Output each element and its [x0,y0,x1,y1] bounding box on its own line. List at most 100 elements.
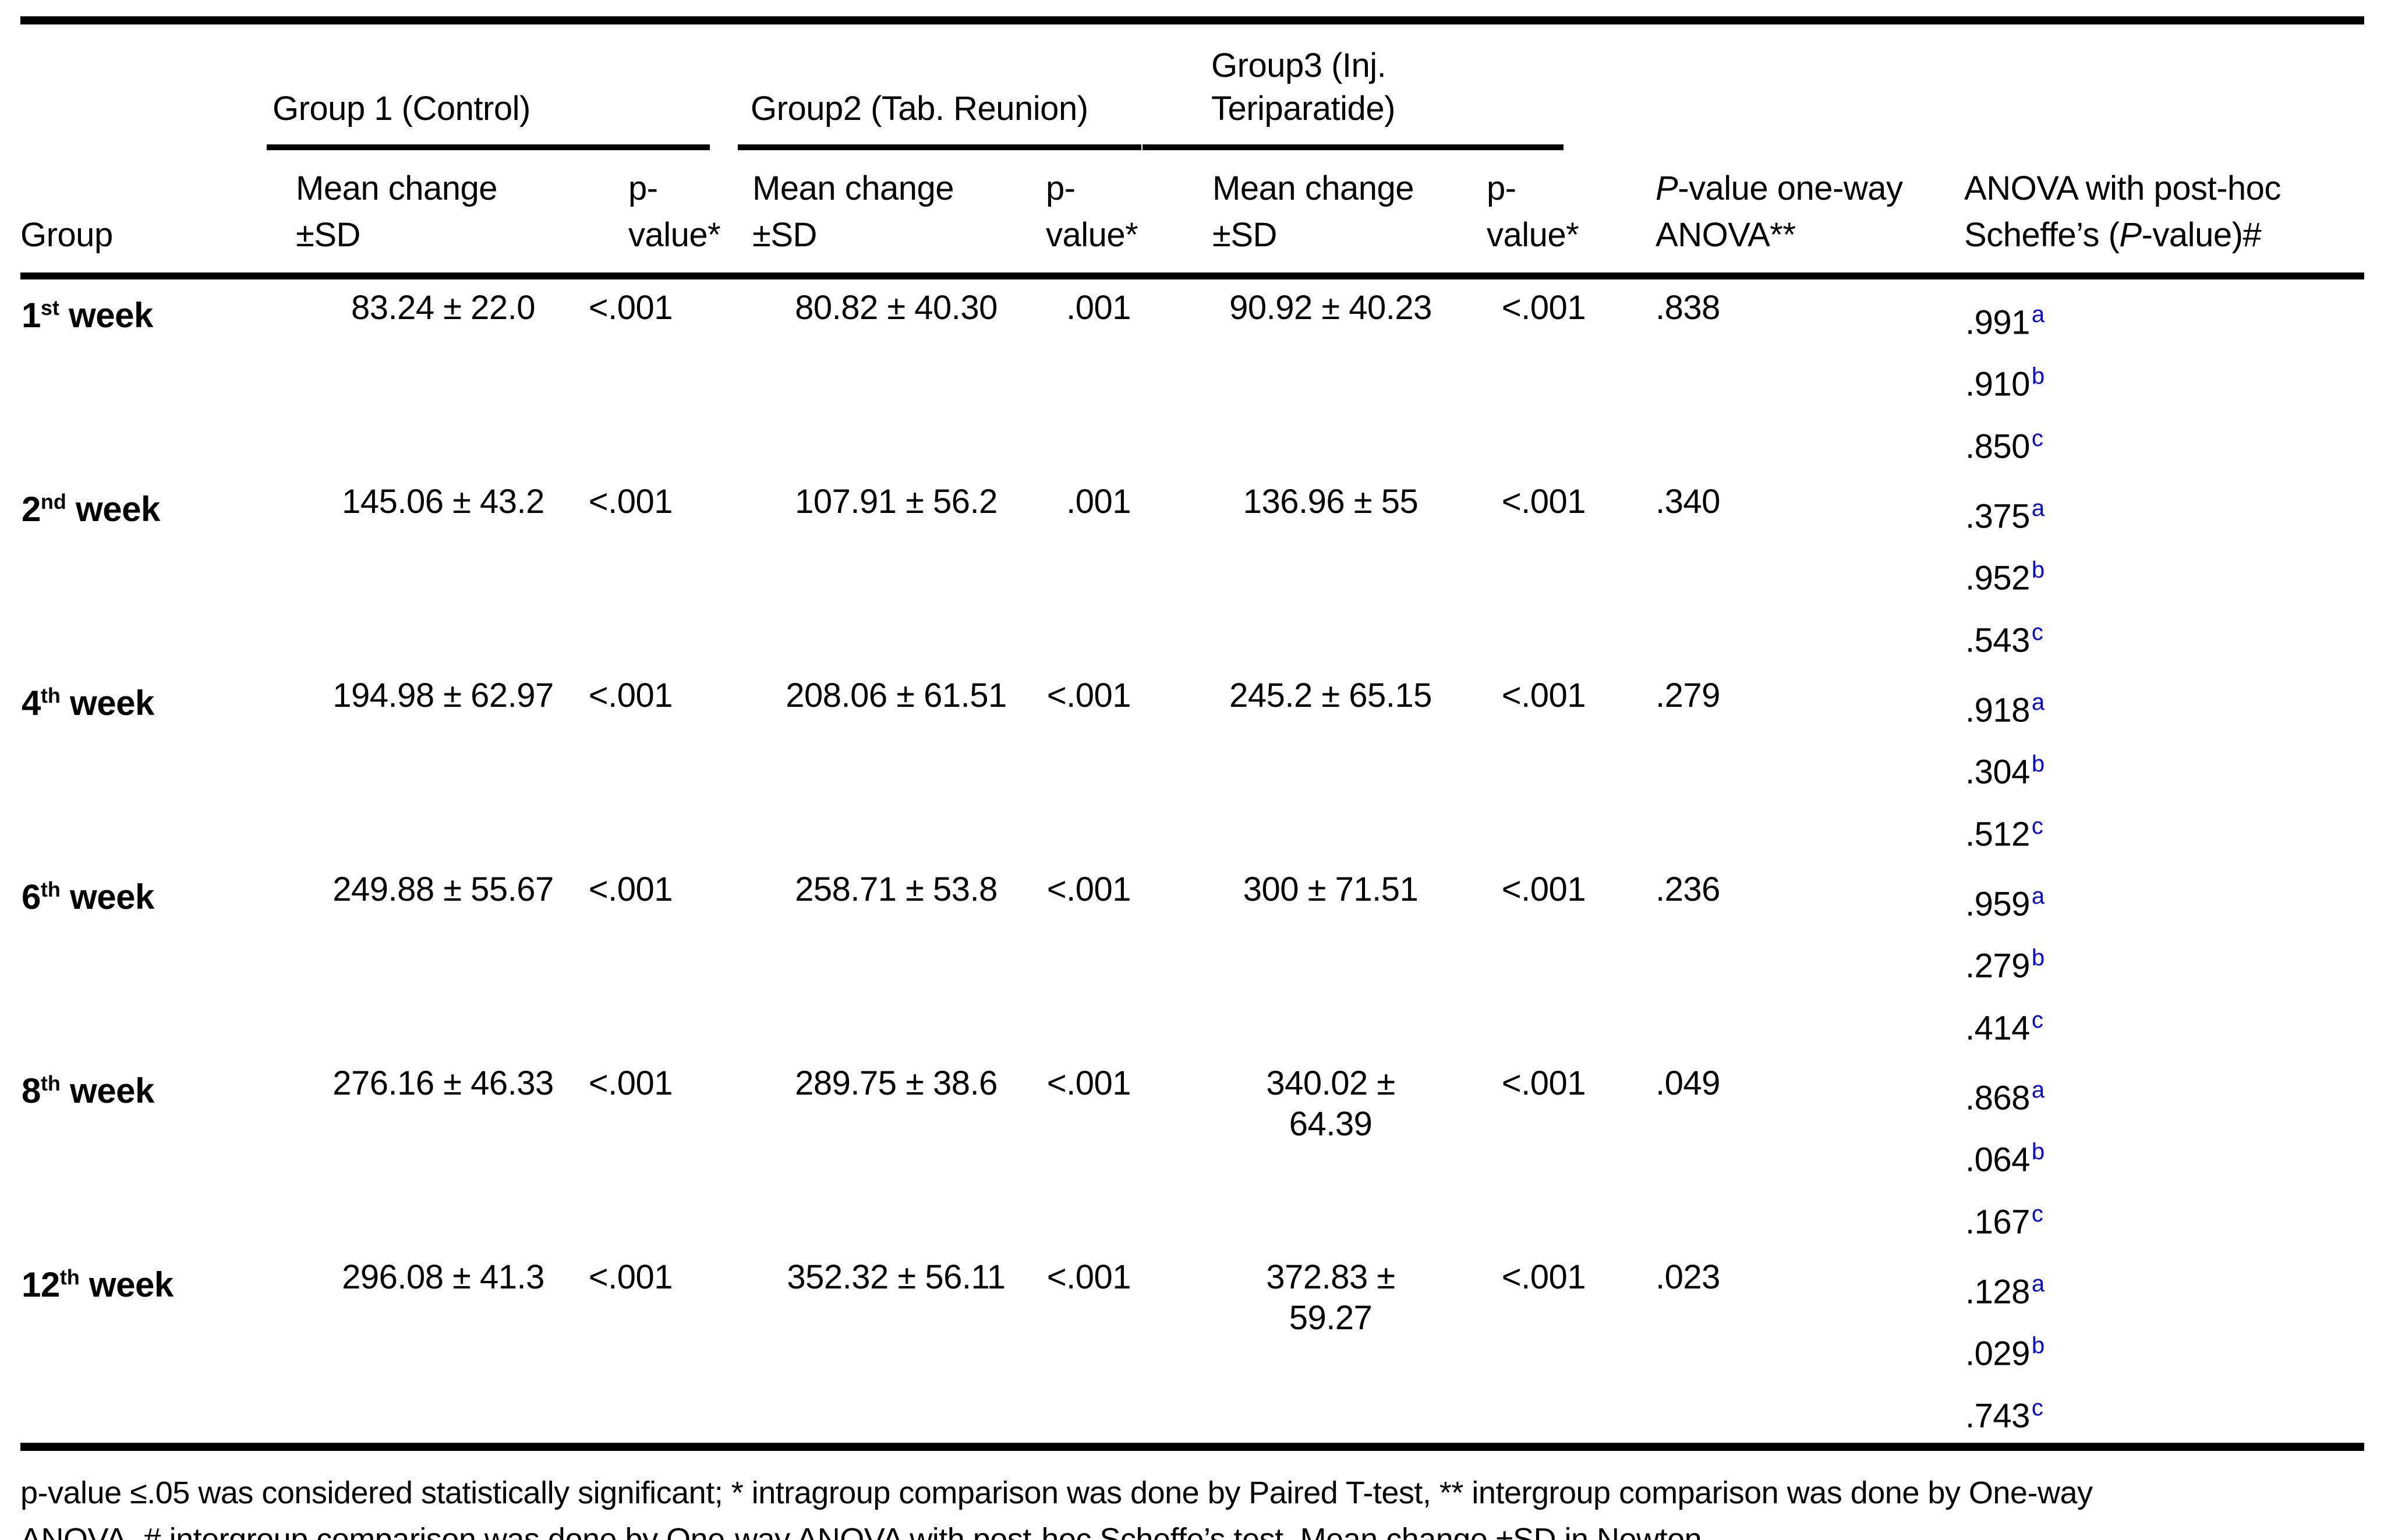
column-header-p-g3: p- value* [1440,150,1627,279]
cell-g1-p: <.001 [588,482,673,521]
scheffe-value: .414c [1965,993,2364,1055]
scheffe-superscript: a [2031,1270,2045,1297]
cell-g3-p: <.001 [1501,676,1586,714]
footnote-main-line2: ANOVA, # intergroup comparison was done … [20,1521,1710,1540]
cell-scheffe: .128a .029b .743c [1935,1248,2365,1451]
scheffe-value: .868a [1965,1063,2364,1125]
p-label-line1: p- [1487,169,1516,207]
anova-header-spacer [1626,20,1935,150]
cell-g1-mean: 296.08 ± 41.3 [267,1248,558,1451]
cell-g2-mean: 258.71 ± 53.8 [795,870,998,908]
cell-g2-p: <.001 [1017,1248,1143,1451]
cell-g3-mean: 90.92 ± 40.23 [1229,289,1432,327]
column-header-anova: P-value one-way ANOVA** [1626,150,1936,279]
footnote-block: p-value ≤.05 was considered statisticall… [20,1451,2364,1540]
mean-label-line2: ±SD [752,216,817,254]
scheffe-number: .279 [1965,947,2030,985]
week-ordinal: th [40,877,61,901]
week-label: 8th week [20,1055,267,1249]
cell-g3-mean: 245.2 ± 65.15 [1229,676,1432,714]
cell-g1-mean: 276.16 ± 46.33 [333,1064,554,1102]
week-ordinal: th [40,1071,61,1095]
scheffe-superscript: c [2031,813,2043,839]
cell-g2-mean: 208.06 ± 61.51 [786,676,1007,714]
group3-header: Group3 (Inj. Teriparatide) [1143,44,1564,150]
cell-g3-mean: 300 ± 71.51 [1243,870,1419,908]
group1-header: Group 1 (Control) [267,87,710,150]
week-word: week [70,1071,154,1110]
cell-g3-mean: 372.83 ± 59.27 [1143,1248,1441,1451]
cell-g1-mean: 145.06 ± 43.2 [342,482,544,521]
p-label-line1: p- [1046,169,1076,207]
mean-label-line2: ±SD [1212,216,1277,254]
footnote-main-line1: p-value ≤.05 was considered statisticall… [20,1475,2093,1510]
cell-anova-p: .340 [1656,482,1720,521]
week-label: 12th week [20,1248,267,1451]
results-table: Group 1 (Control) Group2 (Tab. Reunion) … [20,16,2365,1451]
cell-scheffe: .991a .910b .850c [1935,276,2364,473]
table-row-week2: 2nd week 145.06 ± 43.2 <.001 107.91 ± 56… [20,473,2364,667]
scheffe-superscript: a [2031,883,2045,909]
scheffe-number: .918 [1965,691,2030,730]
group-column-label: Group [20,216,113,254]
posthoc-label-line1: ANOVA with post-hoc [1964,169,2281,207]
group-header-spacer [20,20,267,150]
week-ordinal: st [40,296,59,320]
week-label: 4th week [20,667,267,861]
scheffe-superscript: b [2031,557,2045,583]
scheffe-value: .064b [1965,1125,2364,1187]
column-header-posthoc: ANOVA with post-hoc Scheffe’s (P-value)# [1935,150,2365,279]
scheffe-value: .743c [1965,1381,2364,1443]
scheffe-superscript: a [2031,689,2045,715]
anova-label-line1: -value one-way [1678,169,1903,207]
cell-g2-p: .001 [1066,289,1131,327]
cell-anova-p: .023 [1626,1248,1936,1451]
p-label-line2: value* [628,216,721,254]
mean-label-line2: ±SD [296,216,360,254]
scheffe-superscript: c [2031,1007,2043,1033]
week-ordinal: th [59,1265,80,1289]
scheffe-value: .029b [1965,1319,2364,1380]
footnote-main: p-value ≤.05 was considered statisticall… [20,1470,2364,1540]
scheffe-number: .910 [1965,365,2030,403]
scheffe-superscript: a [2031,495,2045,521]
cell-scheffe: .959a .279b .414c [1935,861,2364,1055]
table-row-week4: 4th week 194.98 ± 62.97 <.001 208.06 ± 6… [20,667,2364,861]
scheffe-value: .959a [1965,869,2364,931]
cell-scheffe: .868a .064b .167c [1935,1055,2364,1249]
group-header-row: Group 1 (Control) Group2 (Tab. Reunion) … [20,20,2364,150]
column-header-mean-g1: Mean change ±SD [267,150,558,279]
column-header-p-g2: p- value* [1017,150,1143,279]
cell-g2-mean: 289.75 ± 38.6 [795,1064,998,1102]
scheffe-superscript: c [2031,619,2043,645]
cell-g1-mean: 249.88 ± 55.67 [333,870,554,908]
posthoc-header-spacer [1935,20,2364,150]
cell-anova-p: .279 [1656,676,1720,714]
group1-header-label: Group 1 (Control) [273,90,530,128]
week-ordinal: th [40,683,61,707]
cell-g1-mean: 83.24 ± 22.0 [351,289,536,327]
scheffe-number: .304 [1965,753,2030,791]
cell-g2-p: .001 [1066,482,1131,521]
scheffe-number: .375 [1965,497,2030,536]
week-word: week [70,683,154,723]
cell-g2-p: <.001 [1046,676,1131,714]
scheffe-number: .850 [1965,427,2030,465]
cell-g2-p: <.001 [1046,870,1131,908]
column-header-p-g1: p- value* [558,150,738,279]
sub-header-row: Group Mean change ±SD p- value* Mean cha… [20,150,2365,279]
group1-header-cell: Group 1 (Control) [267,20,738,150]
week-number: 8 [22,1071,41,1110]
cell-g3-p: <.001 [1440,1248,1627,1451]
cell-g3-mean: 340.02 ± 64.39 [1266,1064,1395,1143]
scheffe-number: .743 [1965,1396,2030,1435]
cell-scheffe: .918a .304b .512c [1935,667,2364,861]
scheffe-superscript: b [2031,945,2045,971]
cell-g3-p: <.001 [1501,870,1586,908]
week-number: 4 [22,683,41,723]
group2-header-cell: Group2 (Tab. Reunion) [738,20,1143,150]
p-label-line2: value* [1046,216,1138,254]
week-number: 6 [22,877,41,916]
week-label: 2nd week [20,473,267,667]
